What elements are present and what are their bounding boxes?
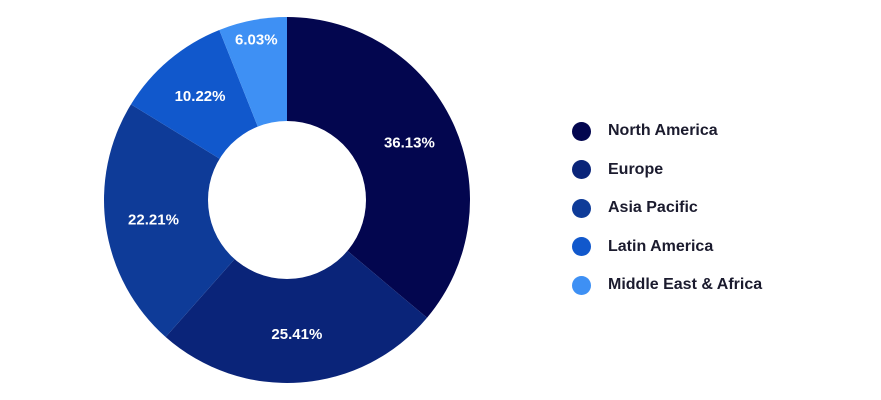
- chart-legend: North America Europe Asia Pacific Latin Ame…: [572, 112, 762, 305]
- slice-label-north-america: 36.13%: [384, 135, 435, 152]
- legend-item-europe: Europe: [572, 151, 762, 190]
- legend-label-europe: Europe: [608, 160, 664, 178]
- donut-hole: [208, 121, 366, 279]
- legend-label-latin-america: Latin America: [608, 237, 714, 255]
- slice-asia-pacific: [103, 104, 287, 337]
- slice-label-europe: 25.41%: [271, 326, 322, 343]
- legend-swatch-europe: [572, 160, 591, 180]
- legend-label-asia-pacific: Asia Pacific: [608, 199, 698, 217]
- slice-label-latin-america: 10.22%: [175, 88, 226, 105]
- legend-swatch-middle-east-africa: [572, 275, 591, 295]
- legend-item-middle-east-africa: Middle East & Africa: [572, 266, 762, 305]
- labels-layer: 36.13% 25.41% 22.21% 10.22% 6.03%: [128, 31, 435, 343]
- legend-item-north-america: North America: [572, 112, 762, 151]
- legend-swatch-asia-pacific: [572, 198, 591, 218]
- legend-item-latin-america: Latin America: [572, 228, 762, 267]
- slice-north-america: [287, 17, 470, 318]
- slice-label-middle-east-africa: 6.03%: [235, 31, 278, 48]
- slice-label-asia-pacific: 22.21%: [128, 211, 179, 228]
- legend-swatch-latin-america: [572, 237, 591, 257]
- legend-label-north-america: North America: [608, 122, 718, 140]
- legend-item-asia-pacific: Asia Pacific: [572, 189, 762, 228]
- legend-swatch-north-america: [572, 121, 591, 141]
- slice-europe: [165, 200, 428, 383]
- legend-label-middle-east-africa: Middle East & Africa: [608, 276, 763, 294]
